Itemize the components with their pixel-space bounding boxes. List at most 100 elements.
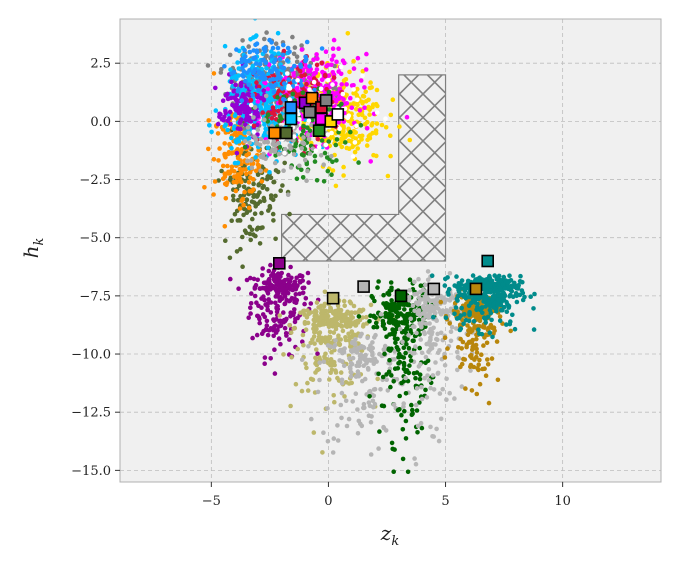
scatter-point <box>376 446 381 451</box>
scatter-point <box>248 97 254 103</box>
scatter-point <box>405 311 410 317</box>
scatter-point <box>240 38 245 43</box>
scatter-point <box>235 60 240 65</box>
scatter-point <box>325 406 330 411</box>
scatter-point <box>397 124 402 129</box>
scatter-point <box>247 170 253 175</box>
scatter-point <box>513 285 518 290</box>
scatter-point <box>365 335 370 341</box>
scatter-point <box>233 188 239 194</box>
scatter-point <box>291 152 297 157</box>
scatter-point <box>248 102 254 108</box>
scatter-point <box>232 104 237 110</box>
centroid-marker <box>394 289 408 303</box>
scatter-point <box>253 61 259 66</box>
scatter-point <box>223 196 229 201</box>
scatter-point <box>428 385 433 391</box>
scatter-point <box>299 43 304 48</box>
scatter-point <box>454 274 459 279</box>
scatter-point <box>361 401 367 407</box>
scatter-point <box>419 350 425 356</box>
scatter-point <box>495 377 501 383</box>
scatter-point <box>302 157 308 163</box>
scatter-point <box>418 283 424 289</box>
scatter-point <box>483 320 489 325</box>
scatter-point <box>266 276 272 282</box>
scatter-point <box>300 90 306 95</box>
scatter-point <box>369 85 375 90</box>
scatter-point <box>402 408 407 414</box>
scatter-point <box>260 273 265 278</box>
scatter-point <box>494 309 499 314</box>
scatter-point <box>368 80 373 85</box>
centroid-marker <box>481 254 495 268</box>
scatter-point <box>334 158 339 163</box>
scatter-point <box>362 376 368 382</box>
scatter-point <box>488 283 493 289</box>
scatter-point <box>220 176 226 181</box>
scatter-point <box>387 332 392 337</box>
scatter-point <box>470 297 476 303</box>
scatter-point <box>333 338 338 343</box>
scatter-point <box>246 205 252 211</box>
scatter-point <box>254 227 260 232</box>
scatter-point <box>339 318 344 324</box>
scatter-point <box>313 148 319 153</box>
scatter-point <box>395 304 400 309</box>
scatter-point <box>331 344 337 350</box>
scatter-point <box>403 375 409 381</box>
scatter-point <box>274 76 280 82</box>
y-tick-label: 0.0 <box>90 115 111 130</box>
scatter-point <box>297 273 303 278</box>
scatter-point <box>427 321 432 326</box>
y-tick-label: −15.0 <box>71 464 111 479</box>
scatter-point <box>368 452 374 457</box>
scatter-point <box>337 322 342 328</box>
scatter-point <box>287 322 293 328</box>
scatter-point <box>364 143 370 148</box>
scatter-point <box>382 343 388 349</box>
scatter-point <box>265 145 271 151</box>
scatter-point <box>300 339 305 345</box>
scatter-point <box>293 292 299 297</box>
scatter-point <box>462 283 467 289</box>
scatter-point <box>297 163 302 169</box>
scatter-point <box>242 138 248 144</box>
scatter-point <box>481 343 486 348</box>
scatter-point <box>253 155 258 160</box>
x-tick-label: 0 <box>324 494 332 509</box>
scatter-point <box>496 293 502 299</box>
scatter-point <box>404 326 410 332</box>
scatter-point <box>531 306 536 311</box>
scatter-point <box>371 152 376 158</box>
scatter-point <box>431 387 437 392</box>
scatter-point <box>271 84 276 89</box>
scatter-point <box>215 121 221 127</box>
scatter-point <box>370 357 376 362</box>
scatter-point <box>455 354 461 360</box>
scatter-point <box>339 381 345 386</box>
scatter-point <box>390 313 395 318</box>
scatter-point <box>431 342 436 347</box>
scatter-point <box>271 139 277 144</box>
scatter-point <box>504 322 509 327</box>
scatter-point <box>300 140 305 145</box>
scatter-point <box>321 162 327 167</box>
scatter-point <box>262 355 268 360</box>
scatter-point <box>269 40 274 45</box>
scatter-point <box>247 115 252 120</box>
scatter-point <box>318 86 324 92</box>
scatter-point <box>472 325 477 330</box>
scatter-point <box>443 315 449 321</box>
scatter-point <box>454 349 460 355</box>
scatter-point <box>317 337 322 343</box>
scatter-point <box>313 329 318 335</box>
scatter-point <box>294 176 300 182</box>
scatter-point <box>388 384 393 390</box>
scatter-point <box>293 381 299 387</box>
scatter-point <box>397 351 402 357</box>
scatter-point <box>438 299 444 305</box>
scatter-point <box>403 350 408 356</box>
scatter-point <box>286 272 291 278</box>
scatter-point <box>442 355 448 360</box>
